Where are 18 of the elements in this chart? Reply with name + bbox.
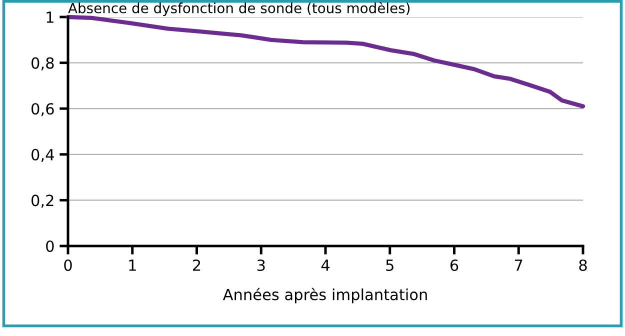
x-tick-label: 8 [579, 259, 587, 272]
y-tick-label: 1 [46, 12, 54, 23]
y-tick-label: 0,2 [32, 194, 54, 208]
x-tick-label: 4 [321, 260, 330, 271]
x-tick-label: 7 [515, 260, 522, 271]
x-tick-label: 0 [64, 259, 72, 272]
x-tick-label: 1 [129, 260, 136, 271]
y-tick-label: 0,4 [32, 148, 54, 162]
x-axis-title: Années après implantation [222, 288, 427, 304]
x-tick-label: 6 [450, 259, 458, 272]
y-tick-label: 0,8 [32, 57, 54, 70]
line-series [66, 14, 586, 108]
y-tick-label: 0 [46, 240, 54, 252]
x-tick-label: 2 [193, 259, 200, 271]
chart-title: Absence de dysfonction de sonde (tous modèles) [68, 2, 410, 16]
y-tick-label: 0,6 [32, 103, 54, 116]
x-tick-label: 3 [257, 259, 265, 272]
x-tick-label: 5 [386, 260, 394, 272]
